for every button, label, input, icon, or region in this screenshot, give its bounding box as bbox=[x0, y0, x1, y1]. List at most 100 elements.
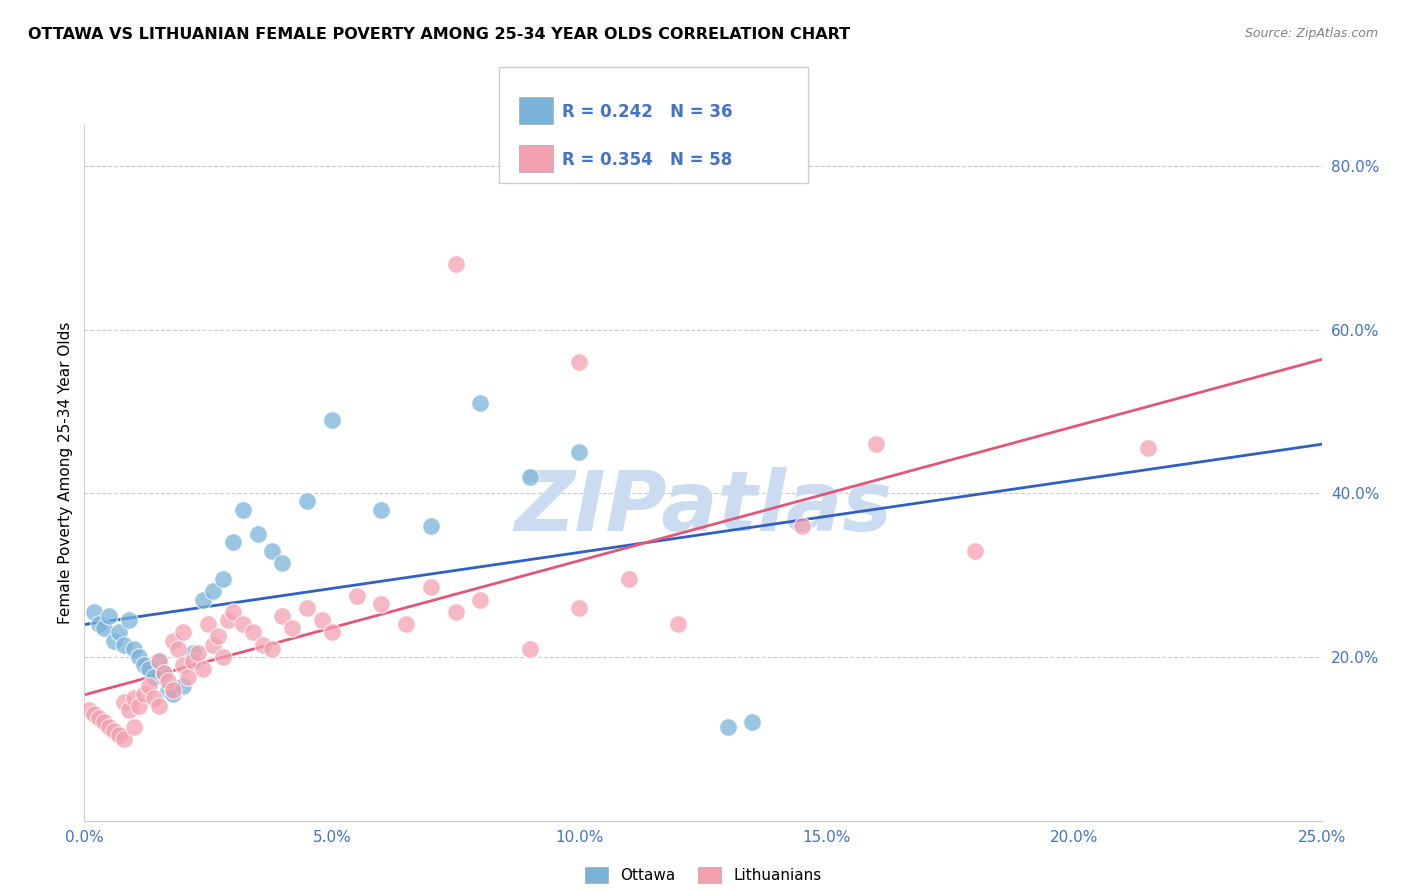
Point bbox=[519, 641, 541, 656]
Point bbox=[232, 617, 254, 632]
Point bbox=[207, 630, 229, 644]
Point bbox=[741, 715, 763, 730]
Text: Source: ZipAtlas.com: Source: ZipAtlas.com bbox=[1244, 27, 1378, 40]
Point bbox=[419, 519, 441, 533]
Point bbox=[112, 638, 135, 652]
Point bbox=[93, 715, 115, 730]
Point bbox=[167, 641, 190, 656]
Point bbox=[118, 703, 141, 717]
Point bbox=[262, 543, 284, 558]
Point bbox=[1137, 441, 1160, 455]
Point bbox=[112, 731, 135, 746]
Point bbox=[181, 646, 204, 660]
Point bbox=[370, 597, 392, 611]
Point bbox=[122, 641, 145, 656]
Point bbox=[295, 494, 318, 508]
Point bbox=[346, 589, 368, 603]
Point bbox=[444, 605, 467, 619]
Point bbox=[181, 654, 204, 668]
Point bbox=[568, 355, 591, 369]
Point bbox=[395, 617, 418, 632]
Point bbox=[138, 679, 160, 693]
Point bbox=[112, 695, 135, 709]
Point bbox=[212, 572, 235, 586]
Point bbox=[162, 682, 184, 697]
Point bbox=[148, 654, 170, 668]
Point bbox=[162, 687, 184, 701]
Point bbox=[617, 572, 640, 586]
Point bbox=[222, 535, 245, 549]
Point bbox=[212, 649, 235, 664]
Point bbox=[717, 719, 740, 733]
Point bbox=[152, 666, 174, 681]
Point bbox=[295, 600, 318, 615]
Legend: Ottawa, Lithuanians: Ottawa, Lithuanians bbox=[578, 862, 828, 889]
Point bbox=[222, 605, 245, 619]
Point bbox=[172, 658, 194, 673]
Point bbox=[262, 641, 284, 656]
Point bbox=[108, 625, 131, 640]
Point bbox=[197, 617, 219, 632]
Point bbox=[370, 502, 392, 516]
Point bbox=[108, 728, 131, 742]
Point bbox=[568, 600, 591, 615]
Point bbox=[162, 633, 184, 648]
Point bbox=[172, 625, 194, 640]
Point bbox=[142, 690, 165, 705]
Text: ZIPatlas: ZIPatlas bbox=[515, 467, 891, 548]
Point bbox=[187, 646, 209, 660]
Text: R = 0.242   N = 36: R = 0.242 N = 36 bbox=[562, 103, 733, 120]
Point bbox=[252, 638, 274, 652]
Point bbox=[191, 592, 214, 607]
Point bbox=[148, 654, 170, 668]
Point bbox=[148, 699, 170, 714]
Point bbox=[103, 723, 125, 738]
Point bbox=[202, 638, 225, 652]
Point bbox=[281, 621, 304, 635]
Text: R = 0.354   N = 58: R = 0.354 N = 58 bbox=[562, 151, 733, 169]
Point bbox=[98, 719, 121, 733]
Point bbox=[172, 679, 194, 693]
Point bbox=[311, 613, 333, 627]
Point bbox=[232, 502, 254, 516]
Point bbox=[103, 633, 125, 648]
Point bbox=[83, 605, 105, 619]
Y-axis label: Female Poverty Among 25-34 Year Olds: Female Poverty Among 25-34 Year Olds bbox=[58, 322, 73, 624]
Point bbox=[444, 257, 467, 271]
Point bbox=[321, 625, 343, 640]
Point bbox=[242, 625, 264, 640]
Point bbox=[321, 412, 343, 426]
Point bbox=[217, 613, 239, 627]
Point bbox=[132, 687, 155, 701]
Point bbox=[83, 707, 105, 722]
Point bbox=[191, 662, 214, 676]
Point bbox=[865, 437, 887, 451]
Point bbox=[122, 719, 145, 733]
Text: OTTAWA VS LITHUANIAN FEMALE POVERTY AMONG 25-34 YEAR OLDS CORRELATION CHART: OTTAWA VS LITHUANIAN FEMALE POVERTY AMON… bbox=[28, 27, 851, 42]
Point bbox=[157, 674, 180, 689]
Point bbox=[138, 662, 160, 676]
Point bbox=[271, 556, 294, 570]
Point bbox=[142, 670, 165, 684]
Point bbox=[89, 617, 111, 632]
Point bbox=[128, 699, 150, 714]
Point bbox=[790, 519, 813, 533]
Point bbox=[98, 609, 121, 624]
Point bbox=[118, 613, 141, 627]
Point bbox=[965, 543, 987, 558]
Point bbox=[122, 690, 145, 705]
Point bbox=[568, 445, 591, 459]
Point bbox=[79, 703, 101, 717]
Point bbox=[246, 527, 269, 541]
Point bbox=[202, 584, 225, 599]
Point bbox=[470, 396, 492, 410]
Point bbox=[271, 609, 294, 624]
Point bbox=[152, 666, 174, 681]
Point bbox=[470, 592, 492, 607]
Point bbox=[93, 621, 115, 635]
Point bbox=[419, 580, 441, 594]
Point bbox=[157, 682, 180, 697]
Point bbox=[89, 711, 111, 725]
Point bbox=[519, 470, 541, 484]
Point bbox=[128, 649, 150, 664]
